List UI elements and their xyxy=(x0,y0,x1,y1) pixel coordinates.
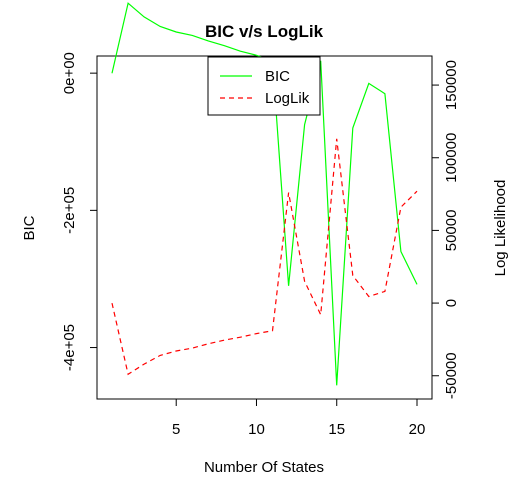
y-right-axis: -50000 0 50000 100000 150000 xyxy=(432,60,460,399)
y-right-tick-label: 50000 xyxy=(443,210,460,252)
y-right-axis-label: Log Likelihood xyxy=(492,180,509,277)
x-axis-label: Number Of States xyxy=(204,459,324,476)
plot-box xyxy=(96,55,433,400)
chart-title: BIC v/s LogLik xyxy=(205,22,324,41)
y-right-tick-label: 100000 xyxy=(443,133,460,183)
y-right-tick-label: 0 xyxy=(443,299,460,307)
y-left-tick-label: 0e+00 xyxy=(61,52,78,94)
x-tick-label: 15 xyxy=(328,421,345,438)
series-loglik-line xyxy=(111,138,418,376)
x-axis: 5 10 15 20 xyxy=(172,399,425,438)
legend-box xyxy=(207,56,321,116)
y-left-tick-label: -4e+05 xyxy=(61,324,78,371)
legend-loglik-label: LogLik xyxy=(265,90,310,107)
y-right-tick-label: -50000 xyxy=(443,352,460,399)
y-right-tick-label: 150000 xyxy=(443,60,460,110)
x-tick-label: 10 xyxy=(248,421,265,438)
x-tick-label: 5 xyxy=(172,421,180,438)
legend: BIC LogLik xyxy=(207,56,321,116)
x-tick-label: 20 xyxy=(409,421,426,438)
legend-bic-label: BIC xyxy=(265,68,290,85)
y-left-axis: 0e+00 -2e+05 -4e+05 xyxy=(61,52,97,371)
y-left-axis-label: BIC xyxy=(21,215,38,240)
y-left-tick-label: -2e+05 xyxy=(61,187,78,234)
